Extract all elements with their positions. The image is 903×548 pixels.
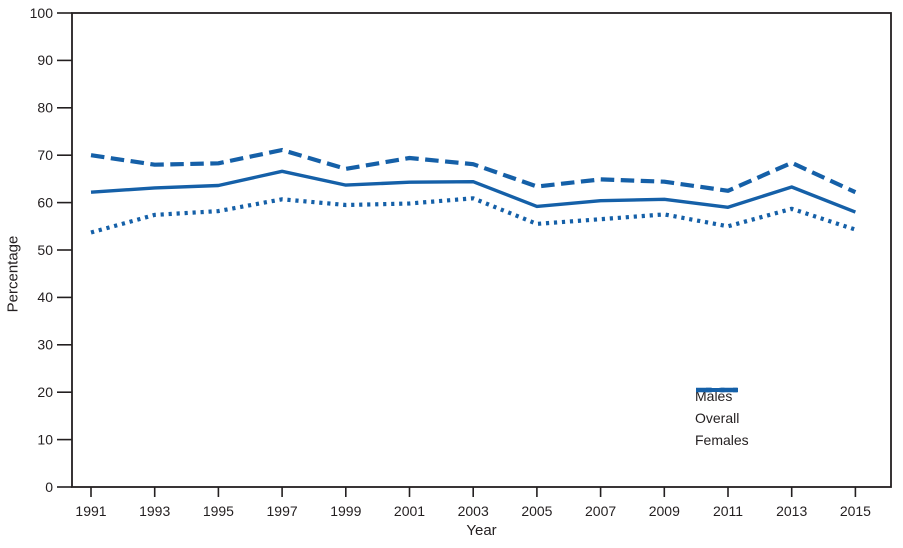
y-tick-label: 70 bbox=[37, 147, 53, 163]
x-tick-label: 2013 bbox=[776, 503, 807, 519]
x-tick-label: 2015 bbox=[840, 503, 871, 519]
y-tick-label: 30 bbox=[37, 337, 53, 353]
y-tick-label: 40 bbox=[37, 289, 53, 305]
solid-line-icon bbox=[696, 388, 738, 392]
x-tick-label: 2005 bbox=[521, 503, 552, 519]
x-tick-label: 1999 bbox=[330, 503, 361, 519]
legend-label-overall: Overall bbox=[695, 410, 740, 426]
x-tick-label: 1991 bbox=[75, 503, 106, 519]
y-tick-label: 0 bbox=[45, 479, 53, 495]
dotted-line-icon bbox=[706, 387, 738, 393]
y-tick-label: 50 bbox=[37, 242, 53, 258]
x-tick-label: 2001 bbox=[394, 503, 425, 519]
x-tick-label: 2007 bbox=[585, 503, 616, 519]
x-tick-label: 2003 bbox=[458, 503, 489, 519]
series-line-females bbox=[90, 196, 857, 235]
y-axis-title: Percentage bbox=[4, 235, 22, 313]
y-tick-label: 60 bbox=[37, 194, 53, 210]
series-line-males bbox=[90, 147, 857, 195]
legend: Males Overall Females bbox=[695, 385, 749, 451]
y-tick-label: 90 bbox=[37, 52, 53, 68]
x-tick-label: 1995 bbox=[203, 503, 234, 519]
y-tick-label: 20 bbox=[37, 384, 53, 400]
x-tick-label: 1997 bbox=[267, 503, 298, 519]
x-tick-label: 1993 bbox=[139, 503, 170, 519]
y-tick-label: 10 bbox=[37, 431, 53, 447]
x-tick-label: 2009 bbox=[649, 503, 680, 519]
y-tick-label: 80 bbox=[37, 100, 53, 116]
y-tick-label: 100 bbox=[30, 5, 54, 21]
series-line-overall bbox=[90, 169, 857, 214]
legend-label-females: Females bbox=[695, 432, 749, 448]
plot-box bbox=[71, 12, 892, 488]
legend-item-overall: Overall bbox=[695, 388, 749, 429]
legend-label-males: Males bbox=[695, 388, 733, 404]
legend-item-females: Females bbox=[695, 387, 749, 451]
x-tick-label: 2011 bbox=[713, 503, 743, 519]
x-axis-title: Year bbox=[466, 522, 497, 539]
